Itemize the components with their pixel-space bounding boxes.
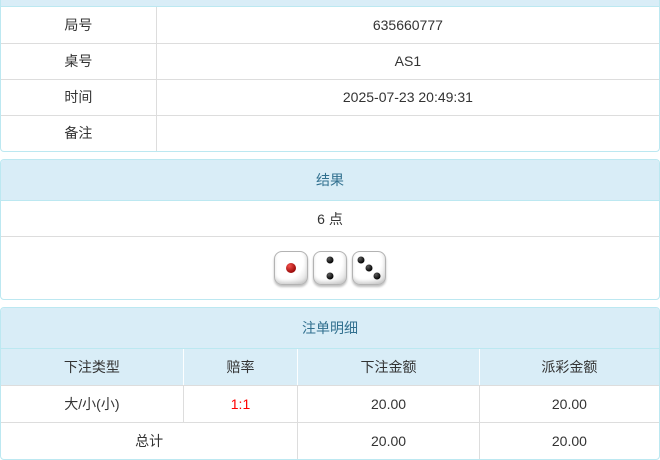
time-value: 2025-07-23 20:49:31 [156, 78, 659, 115]
game-info-panel: 局号 635660777 桌号 AS1 时间 2025-07-23 20:49:… [0, 0, 660, 152]
round-id-label: 局号 [1, 7, 157, 43]
game-info-heading-strip [1, 0, 659, 7]
total-bet-amount: 20.00 [297, 421, 480, 459]
total-label: 总计 [1, 421, 298, 459]
die-face-1 [274, 251, 308, 285]
remark-value [156, 114, 659, 151]
col-bet-type: 下注类型 [1, 349, 184, 386]
die-face-3 [352, 251, 386, 285]
die-dot [286, 263, 296, 273]
game-info-table: 局号 635660777 桌号 AS1 时间 2025-07-23 20:49:… [1, 7, 659, 151]
die-dot [326, 272, 334, 280]
col-odds: 赔率 [182, 349, 298, 386]
bet-details-heading: 注单明细 [1, 308, 659, 349]
payout-amount-cell: 20.00 [478, 385, 659, 422]
bet-details-panel: 注单明细 下注类型 赔率 下注金额 派彩金额 大/小(小) 1:1 20.00 … [0, 307, 660, 460]
die-dot [357, 256, 365, 264]
col-bet-amount: 下注金额 [297, 349, 480, 386]
result-panel: 结果 6 点 [0, 159, 660, 300]
total-row: 总计 20.00 20.00 [1, 421, 659, 459]
table-id-label: 桌号 [1, 42, 157, 79]
bet-details-table: 下注类型 赔率 下注金额 派彩金额 大/小(小) 1:1 20.00 20.00… [1, 349, 659, 459]
bet-amount-cell: 20.00 [297, 385, 480, 422]
table-row: 局号 635660777 [1, 7, 659, 43]
table-row: 桌号 AS1 [1, 42, 659, 79]
table-id-value: AS1 [156, 42, 659, 79]
table-header-row: 下注类型 赔率 下注金额 派彩金额 [1, 349, 659, 386]
result-heading: 结果 [1, 160, 659, 201]
dice-row [1, 237, 659, 299]
die-dot [365, 264, 373, 272]
bet-type-cell: 大/小(小) [64, 395, 120, 412]
table-row: 备注 [1, 114, 659, 151]
die-dot [373, 272, 381, 280]
col-payout-amount: 派彩金额 [478, 349, 659, 386]
total-payout-amount: 20.00 [478, 421, 659, 459]
die-dot [326, 256, 334, 264]
die-face-2 [313, 251, 347, 285]
round-id-value: 635660777 [372, 16, 443, 33]
odds-cell: 1:1 [182, 385, 298, 422]
table-row: 时间 2025-07-23 20:49:31 [1, 78, 659, 115]
table-row: 大/小(小) 1:1 20.00 20.00 [1, 385, 659, 422]
time-label: 时间 [1, 78, 157, 115]
remark-label: 备注 [1, 114, 157, 151]
result-points: 6 点 [1, 201, 659, 237]
